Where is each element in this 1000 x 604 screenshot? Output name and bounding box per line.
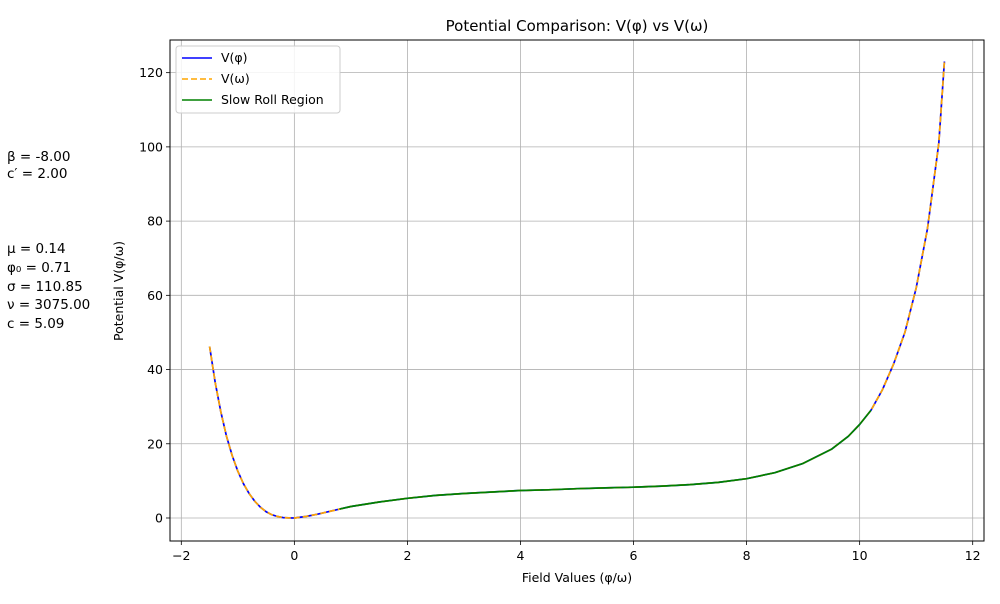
x-tick-label: 10 — [852, 548, 868, 563]
y-axis-label: Potential V(φ/ω) — [111, 241, 126, 341]
param-sigma: σ = 110.85 — [7, 279, 83, 295]
y-tick-label: 20 — [147, 436, 163, 451]
legend-label-slow-roll: Slow Roll Region — [221, 92, 324, 107]
plot-frame — [169, 39, 985, 542]
param-nu: ν = 3075.00 — [7, 297, 90, 313]
x-tick-label: −2 — [172, 548, 190, 563]
y-tick-label: 40 — [147, 362, 163, 377]
x-tick-label: 12 — [965, 548, 981, 563]
y-tick-label: 60 — [147, 288, 163, 303]
series-line-v-phi — [208, 61, 946, 519]
param-phi0: φ₀ = 0.71 — [7, 260, 71, 276]
series-line-slow-roll — [339, 409, 872, 510]
x-tick-label: 6 — [630, 548, 638, 563]
legend-entry-v-omega: V(ω) — [182, 71, 250, 86]
x-tick-label: 2 — [403, 548, 411, 563]
series-lines — [208, 61, 946, 519]
parameter-panel: β = -8.00 c′ = 2.00 μ = 0.14 φ₀ = 0.71 σ… — [7, 149, 90, 332]
param-beta: β = -8.00 — [7, 149, 70, 165]
legend: V(φ) V(ω) Slow Roll Region — [175, 45, 341, 114]
chart-title: Potential Comparison: V(φ) vs V(ω) — [446, 17, 709, 35]
param-c-prime: c′ = 2.00 — [7, 166, 67, 182]
grid-lines — [170, 40, 984, 541]
param-mu: μ = 0.14 — [7, 241, 66, 257]
x-tick-label: 0 — [290, 548, 298, 563]
param-c: c = 5.09 — [7, 316, 64, 332]
legend-entry-slow-roll: Slow Roll Region — [182, 92, 324, 107]
y-tick-label: 120 — [139, 65, 163, 80]
y-tick-label: 100 — [139, 139, 163, 154]
legend-box — [175, 45, 341, 114]
legend-label-v-phi: V(φ) — [221, 50, 248, 65]
legend-label-v-omega: V(ω) — [221, 71, 250, 86]
x-axis-label: Field Values (φ/ω) — [522, 570, 632, 585]
y-tick-label: 0 — [155, 510, 163, 525]
x-tick-label: 4 — [516, 548, 524, 563]
series-line-v-omega — [208, 61, 946, 519]
y-tick-label: 80 — [147, 214, 163, 229]
legend-entry-v-phi: V(φ) — [182, 50, 248, 65]
x-tick-label: 8 — [743, 548, 751, 563]
